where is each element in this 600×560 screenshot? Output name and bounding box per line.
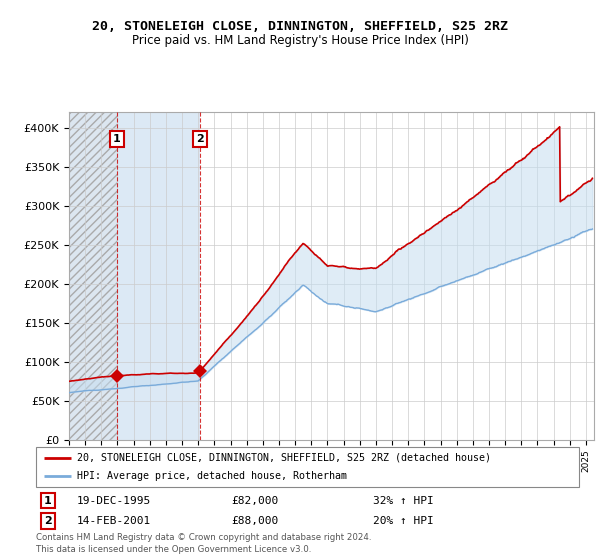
Text: Contains HM Land Registry data © Crown copyright and database right 2024.
This d: Contains HM Land Registry data © Crown c… bbox=[36, 533, 371, 554]
Text: 1: 1 bbox=[113, 134, 121, 144]
Text: 2: 2 bbox=[44, 516, 52, 526]
Bar bbox=[69, 112, 117, 440]
Text: 20, STONELEIGH CLOSE, DINNINGTON, SHEFFIELD, S25 2RZ: 20, STONELEIGH CLOSE, DINNINGTON, SHEFFI… bbox=[92, 20, 508, 32]
Text: 2: 2 bbox=[196, 134, 204, 144]
Text: 32% ↑ HPI: 32% ↑ HPI bbox=[373, 496, 433, 506]
Text: HPI: Average price, detached house, Rotherham: HPI: Average price, detached house, Roth… bbox=[77, 472, 347, 481]
Text: £88,000: £88,000 bbox=[232, 516, 279, 526]
Text: Price paid vs. HM Land Registry's House Price Index (HPI): Price paid vs. HM Land Registry's House … bbox=[131, 34, 469, 46]
Text: 20% ↑ HPI: 20% ↑ HPI bbox=[373, 516, 433, 526]
Text: £82,000: £82,000 bbox=[232, 496, 279, 506]
Text: 19-DEC-1995: 19-DEC-1995 bbox=[77, 496, 151, 506]
Bar bbox=[117, 112, 200, 440]
Text: 20, STONELEIGH CLOSE, DINNINGTON, SHEFFIELD, S25 2RZ (detached house): 20, STONELEIGH CLOSE, DINNINGTON, SHEFFI… bbox=[77, 453, 491, 463]
Text: 1: 1 bbox=[44, 496, 52, 506]
Text: 14-FEB-2001: 14-FEB-2001 bbox=[77, 516, 151, 526]
